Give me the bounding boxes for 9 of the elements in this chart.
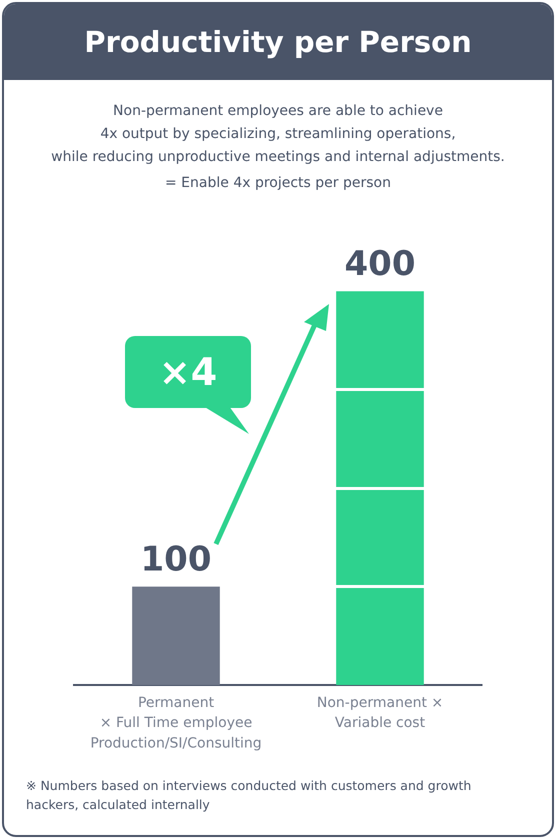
text: = Enable 4x projects per person — [164, 175, 392, 191]
data-label: 100 — [140, 539, 212, 580]
text: ※ Numbers based on interviews conducted with customers and growth hackers, calculated internally — [26, 777, 472, 814]
x-tick-label: Non-permanent × Variable cost — [316, 694, 444, 732]
chart-title: Productivity per Person — [4, 4, 552, 80]
chart-subtitle: Non-permanent employees are able to achieve 4x output by specializing, streamlining operations, while reducing unproductive meetings and internal adjustments. — [50, 102, 506, 167]
data-label: 400 — [344, 244, 416, 284]
annotation: ×4 — [125, 336, 251, 408]
x-tick-label: Permanent × Full Time employee Production/SI/Consulting — [90, 694, 262, 752]
